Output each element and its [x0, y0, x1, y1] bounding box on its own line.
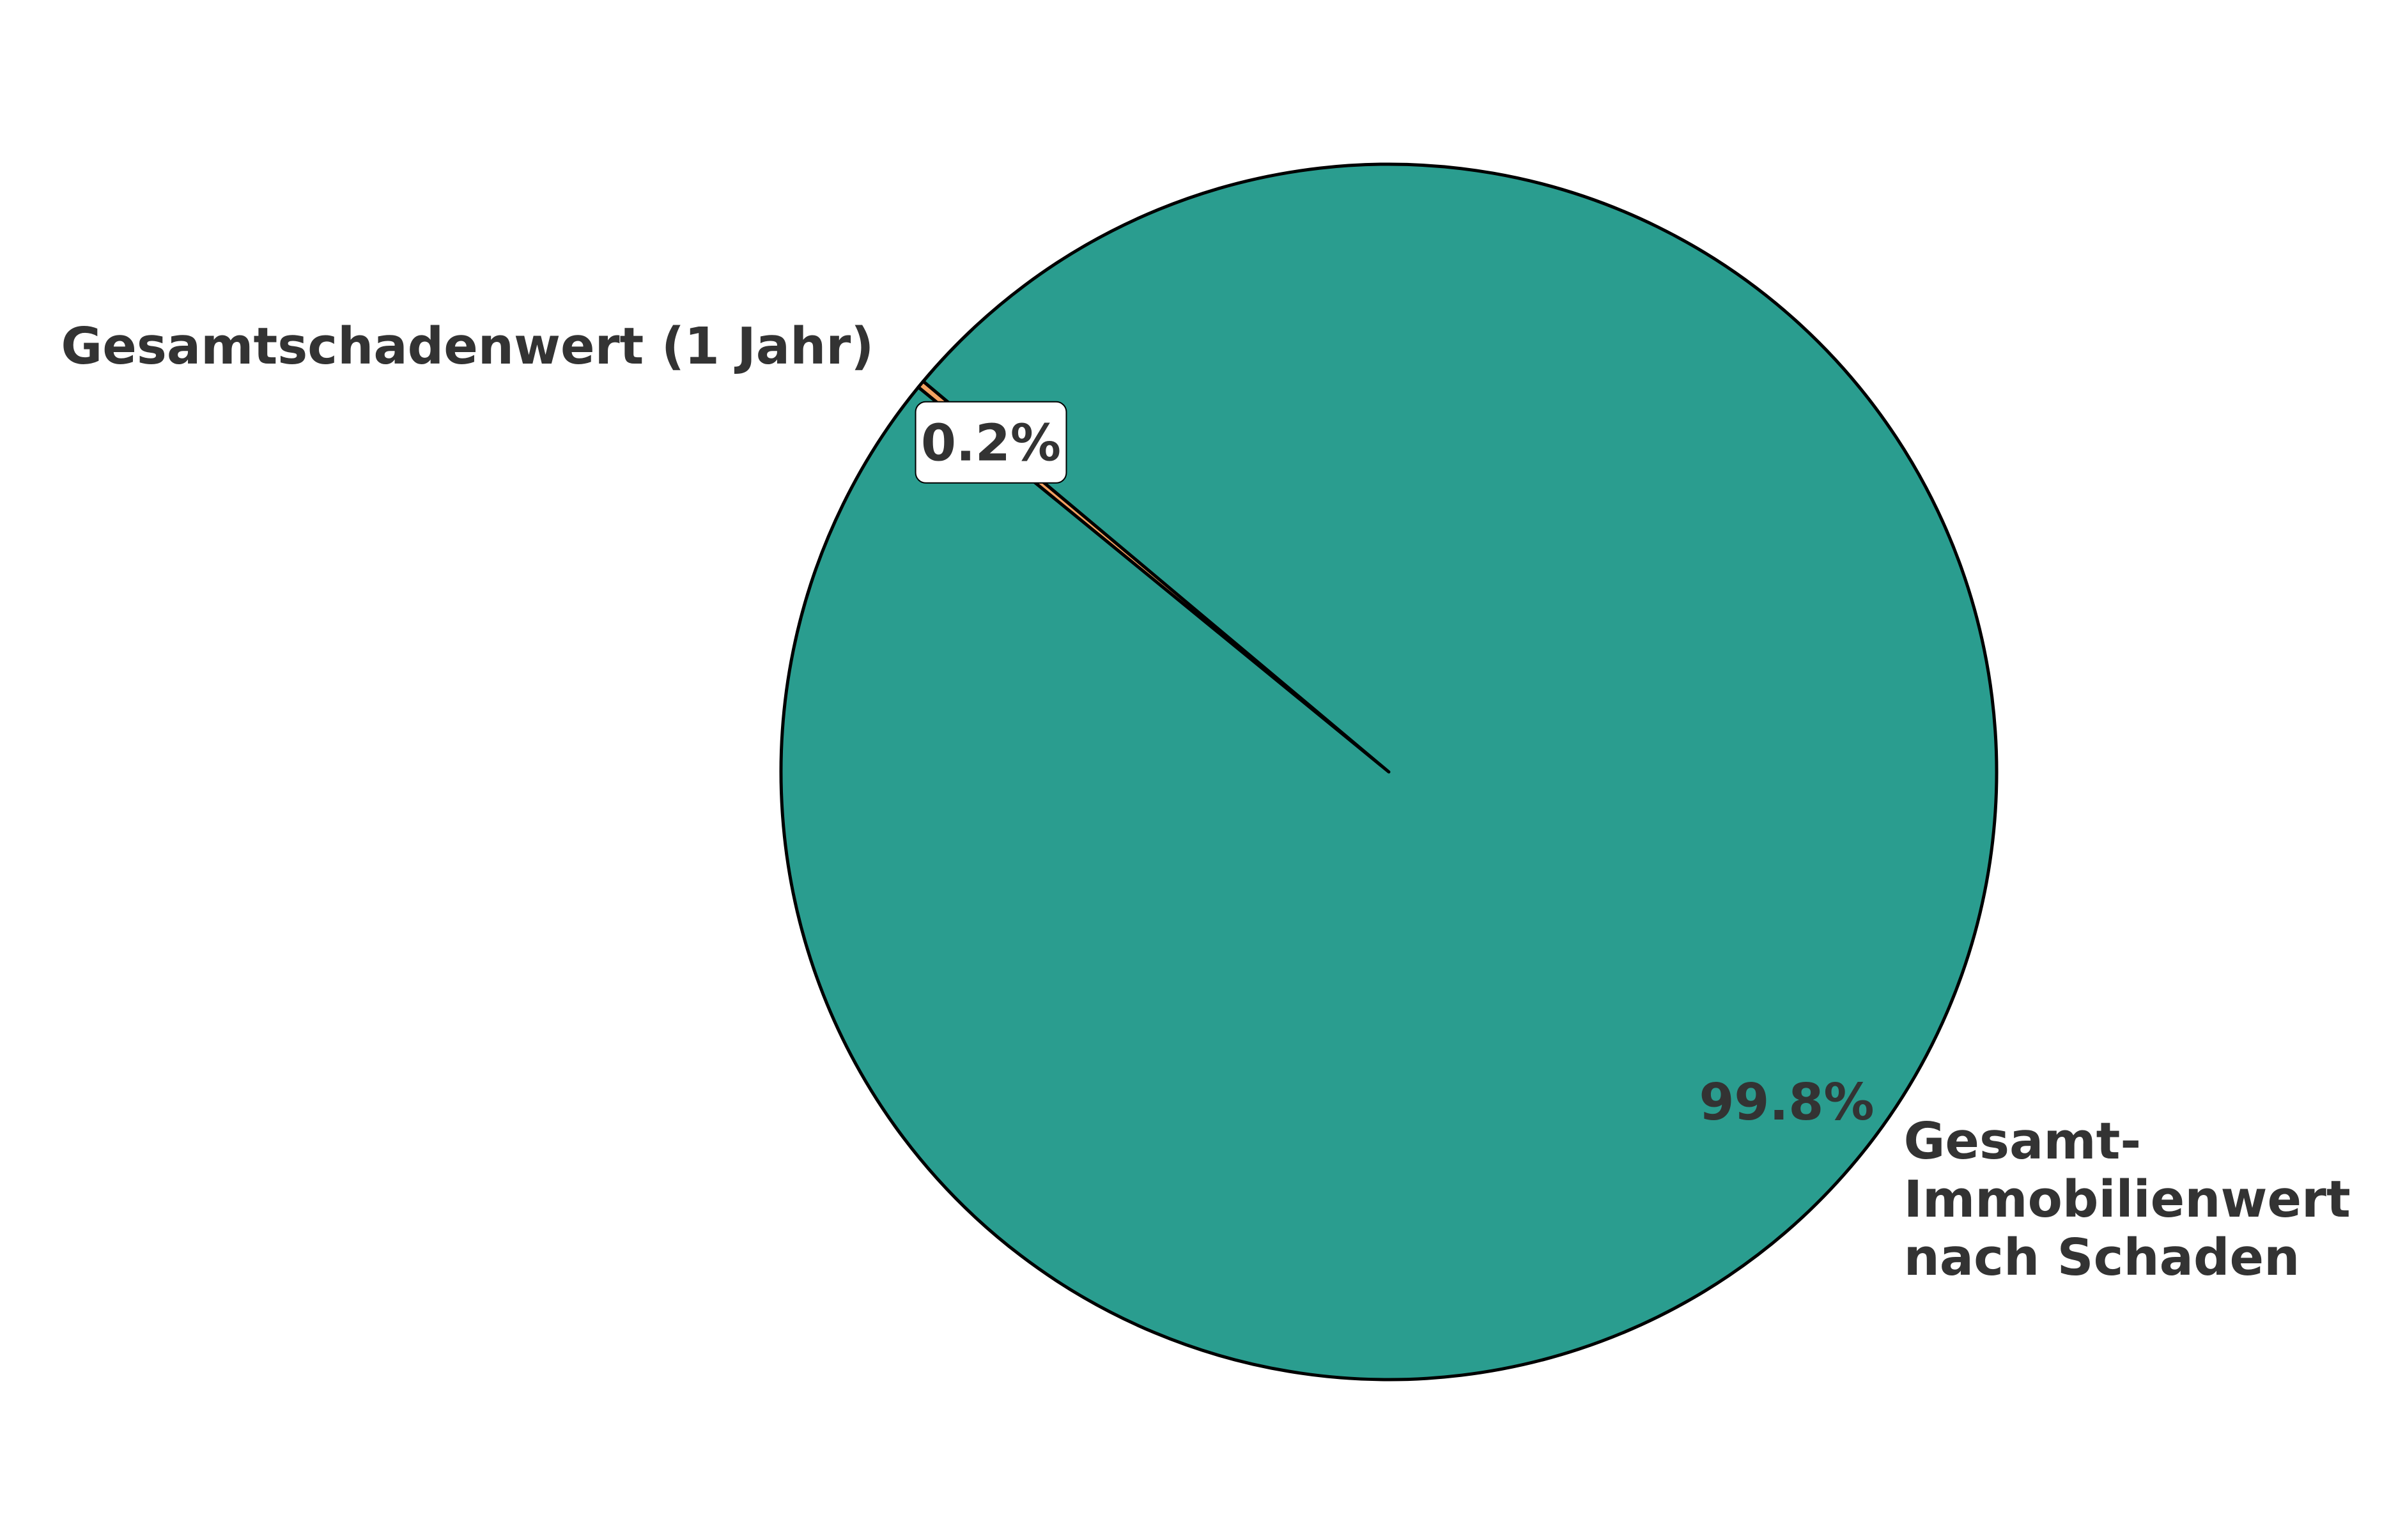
slice-pct-label-1: 99.8%	[1699, 1073, 1874, 1132]
slices-layer	[779, 162, 1999, 1382]
slice-label-0: Gesamtschadenwert (1 Jahr)	[61, 317, 874, 376]
svg-text:99.8%: 99.8%	[1699, 1073, 1874, 1132]
slice-pct-label-0: 0.2%	[915, 401, 1067, 484]
labels-layer: Gesamtschadenwert (1 Jahr) 0.2% Gesamt-Imm…	[61, 317, 2350, 1287]
slice-label-1: Gesamt-Immobilienwert nach Schaden	[1904, 1112, 2351, 1287]
slice-pct-box-0	[915, 401, 1067, 484]
svg-text:0.2%: 0.2%	[921, 414, 1061, 473]
pie-slice-1	[779, 162, 1999, 1382]
